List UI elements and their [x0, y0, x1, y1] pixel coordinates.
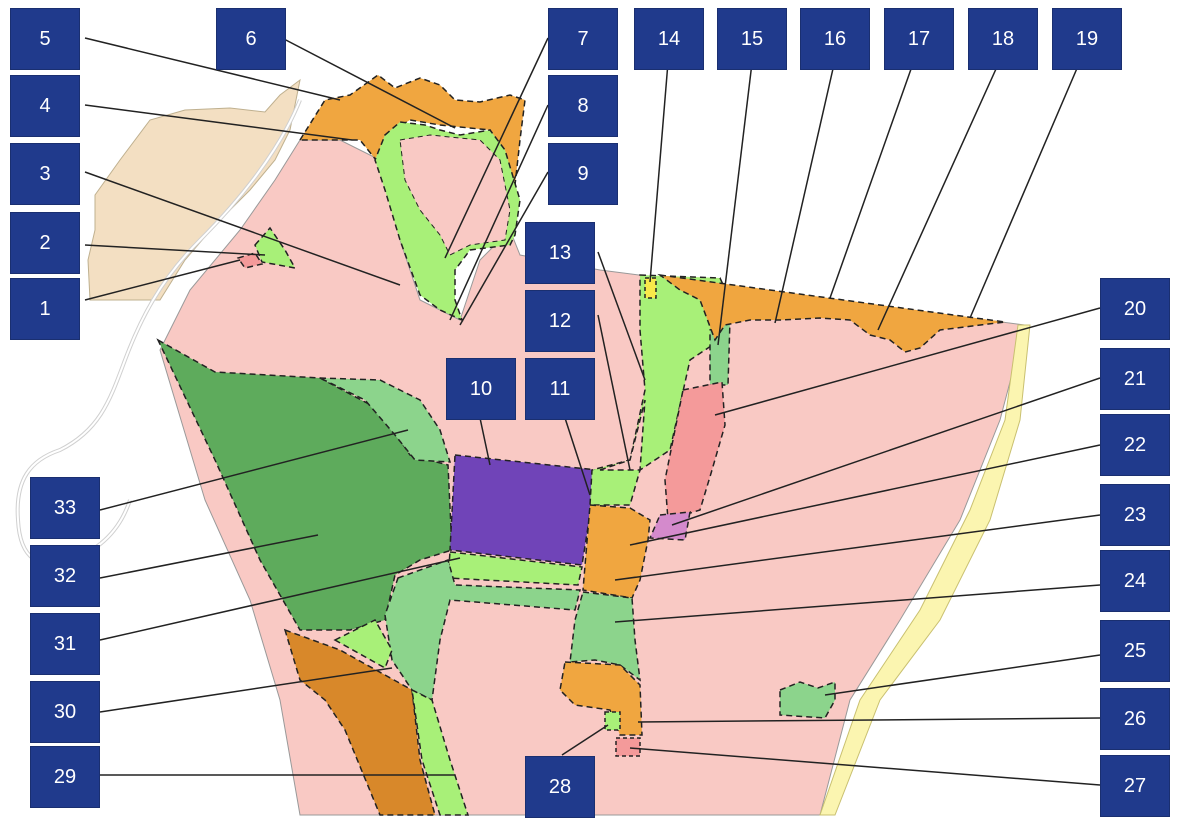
zone-2: [254, 226, 297, 270]
label-13: 13: [525, 222, 595, 284]
leader-lines: [84, 37, 1101, 786]
label-6: 6: [216, 8, 286, 70]
label-21: 21: [1100, 348, 1170, 410]
label-24: 24: [1100, 550, 1170, 612]
zone-21: [648, 511, 691, 541]
label-28: 28: [525, 756, 595, 818]
label-15: 15: [717, 8, 787, 70]
park-patch-west: [333, 619, 393, 670]
zone-10: [449, 454, 598, 566]
zone-23: [582, 504, 651, 599]
label-23: 23: [1100, 484, 1170, 546]
label-30: 30: [30, 681, 100, 743]
label-3: 3: [10, 143, 80, 205]
zone-30: [384, 559, 581, 702]
label-5: 5: [10, 8, 80, 70]
label-8: 8: [548, 75, 618, 137]
label-22: 22: [1100, 414, 1170, 476]
outer-area: [87, 78, 301, 301]
zone-24: [569, 591, 641, 682]
green-strip-29: [411, 688, 470, 816]
label-18: 18: [968, 8, 1038, 70]
label-9: 9: [548, 143, 618, 205]
label-14: 14: [634, 8, 704, 70]
zone-28: [604, 711, 621, 731]
label-4: 4: [10, 75, 80, 137]
label-25: 25: [1100, 620, 1170, 682]
label-16: 16: [800, 8, 870, 70]
label-29: 29: [30, 746, 100, 808]
label-31: 31: [30, 613, 100, 675]
label-10: 10: [446, 358, 516, 420]
zone-25: [779, 680, 836, 719]
label-27: 27: [1100, 755, 1170, 817]
label-2: 2: [10, 212, 80, 274]
label-7: 7: [548, 8, 618, 70]
label-1: 1: [10, 278, 80, 340]
label-32: 32: [30, 545, 100, 607]
zone-16-19: [657, 273, 1006, 353]
residential-inner-7: [399, 134, 511, 256]
zone-33: [319, 377, 452, 463]
zone-29: [283, 628, 436, 816]
zone-14: [644, 277, 657, 299]
zone-20: [664, 381, 726, 521]
zone-26: [559, 661, 643, 736]
label-19: 19: [1052, 8, 1122, 70]
label-17: 17: [884, 8, 954, 70]
label-11: 11: [525, 358, 595, 420]
highway-strip: [819, 324, 1031, 816]
label-26: 26: [1100, 688, 1170, 750]
zone-27: [615, 737, 641, 757]
zone-12: [599, 399, 646, 471]
label-20: 20: [1100, 278, 1170, 340]
label-33: 33: [30, 477, 100, 539]
label-12: 12: [525, 290, 595, 352]
